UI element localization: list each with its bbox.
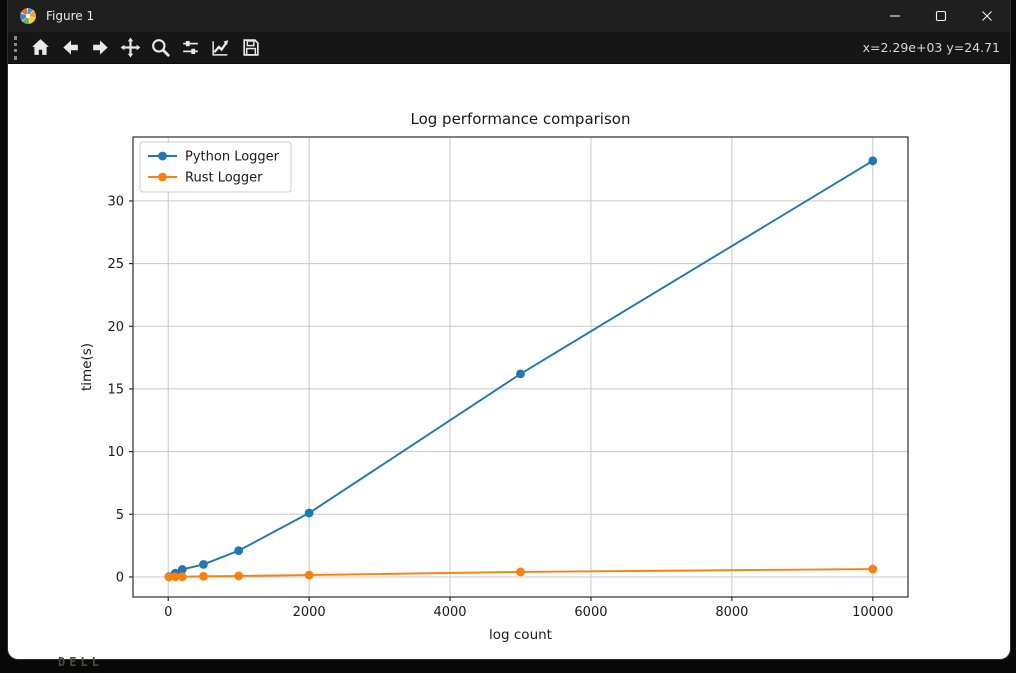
close-button[interactable] (964, 0, 1010, 32)
data-point (868, 564, 878, 574)
data-point (199, 560, 208, 569)
zoom-icon (152, 39, 170, 57)
x-tick-label: 0 (164, 605, 172, 620)
data-point (516, 369, 525, 379)
y-tick-label: 10 (107, 445, 124, 460)
legend-box (139, 141, 292, 193)
y-axis-label: time(s) (79, 343, 95, 391)
y-tick-label: 15 (107, 382, 124, 397)
y-tick-label: 5 (116, 508, 124, 523)
legend-marker (158, 172, 167, 182)
legend-entry-label: Python Logger (185, 150, 280, 165)
figure-canvas[interactable]: 0 2000 4000 6000 8000 10000 0 5 10 15 20 25 30 Log pe… (8, 64, 1010, 659)
data-point (516, 567, 525, 577)
back-icon (63, 40, 78, 55)
x-tick-label: 4000 (433, 605, 466, 620)
pan-button[interactable] (116, 34, 145, 62)
data-point (177, 572, 187, 582)
customize-button[interactable] (206, 34, 235, 62)
home-button[interactable] (26, 34, 55, 62)
titlebar[interactable]: Figure 1 (8, 0, 1010, 32)
minimize-button[interactable] (872, 0, 918, 32)
configure-subplots-button[interactable] (176, 34, 205, 62)
matplotlib-logo-icon (20, 8, 36, 24)
data-point (234, 546, 244, 556)
toolbar-buttons (26, 34, 265, 62)
forward-button[interactable] (86, 34, 115, 62)
back-button[interactable] (56, 34, 85, 62)
x-axis-label: log count (489, 627, 552, 643)
x-tick-label: 2000 (293, 605, 326, 620)
configure-subplots-icon (183, 40, 198, 55)
window-title: Figure 1 (46, 9, 95, 23)
y-tick-label: 20 (107, 320, 124, 335)
x-tick-label: 8000 (715, 605, 748, 620)
navigation-toolbar: x=2.29e+03 y=24.71 (8, 32, 1010, 64)
data-point (234, 571, 244, 581)
customize-icon (212, 40, 229, 56)
forward-icon (93, 40, 108, 55)
y-tick-label: 30 (107, 194, 124, 209)
monitor-logo-text: DELL (58, 655, 103, 669)
figure-window: Figure 1 (8, 0, 1010, 659)
x-tick-label: 6000 (574, 605, 607, 620)
data-point (164, 572, 174, 582)
data-point (199, 571, 208, 581)
y-tick-label: 25 (107, 257, 124, 272)
legend-marker (158, 151, 167, 161)
x-tick-label: 10000 (852, 605, 893, 620)
minimize-icon (890, 15, 900, 17)
maximize-icon (935, 10, 947, 22)
save-button[interactable] (236, 34, 265, 62)
data-point (304, 508, 314, 518)
legend-entry-label: Rust Logger (185, 171, 263, 186)
maximize-button[interactable] (918, 0, 964, 32)
data-point (177, 565, 187, 574)
home-icon (32, 39, 49, 55)
pan-icon (120, 37, 141, 58)
save-icon (243, 39, 259, 56)
data-point (170, 572, 180, 582)
zoom-button[interactable] (146, 34, 175, 62)
chart-title: Log performance comparison (411, 110, 631, 128)
close-icon (982, 11, 992, 21)
chart-svg[interactable]: 0 2000 4000 6000 8000 10000 0 5 10 15 20 25 30 Log pe… (8, 64, 1008, 659)
data-point (304, 570, 314, 580)
cursor-coordinates: x=2.29e+03 y=24.71 (862, 40, 1000, 55)
data-point (868, 156, 878, 166)
y-tick-label: 0 (116, 570, 124, 585)
plot-border (132, 136, 909, 598)
toolbar-drag-handle[interactable] (14, 35, 17, 60)
